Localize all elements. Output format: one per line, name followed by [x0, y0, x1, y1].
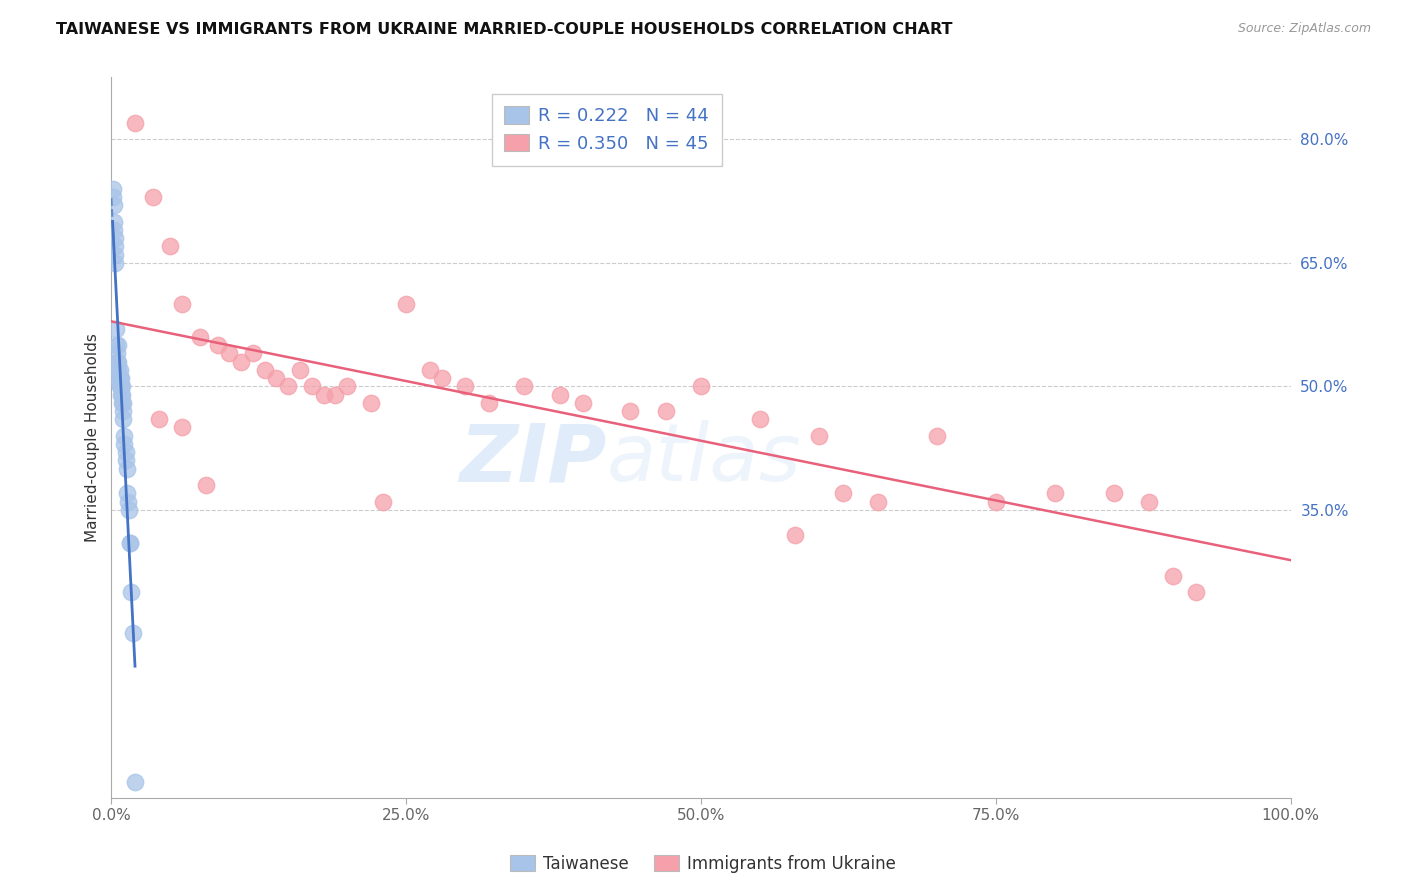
Point [513, 379, 536, 393]
Point [1161, 568, 1184, 582]
Point [114, 445, 136, 459]
Point [103, 214, 125, 228]
Text: ZIP: ZIP [460, 420, 606, 499]
Point [103, 223, 125, 237]
Point [984, 494, 1007, 508]
Point [124, 116, 146, 130]
Point [104, 239, 127, 253]
Point [101, 181, 124, 195]
Point [103, 198, 125, 212]
Point [101, 190, 124, 204]
Point [142, 190, 165, 204]
Point [111, 379, 134, 393]
Point [548, 387, 571, 401]
Point [108, 363, 131, 377]
Point [188, 330, 211, 344]
Point [104, 256, 127, 270]
Point [108, 379, 131, 393]
Point [124, 774, 146, 789]
Point [112, 437, 135, 451]
Point [336, 379, 359, 393]
Point [371, 494, 394, 508]
Point [1185, 585, 1208, 599]
Point [104, 231, 127, 245]
Point [1102, 486, 1125, 500]
Point [121, 626, 143, 640]
Point [115, 461, 138, 475]
Point [690, 379, 713, 393]
Point [229, 354, 252, 368]
Point [159, 239, 181, 253]
Point [120, 535, 142, 549]
Point [807, 428, 830, 442]
Point [118, 503, 141, 517]
Point [172, 297, 194, 311]
Point [312, 387, 335, 401]
Point [207, 338, 229, 352]
Point [120, 535, 142, 549]
Point [430, 371, 453, 385]
Point [360, 396, 382, 410]
Point [108, 371, 131, 385]
Point [288, 363, 311, 377]
Point [749, 412, 772, 426]
Point [1137, 494, 1160, 508]
Point [266, 371, 288, 385]
Point [619, 404, 641, 418]
Point [654, 404, 676, 418]
Text: TAIWANESE VS IMMIGRANTS FROM UKRAINE MARRIED-COUPLE HOUSEHOLDS CORRELATION CHART: TAIWANESE VS IMMIGRANTS FROM UKRAINE MAR… [56, 22, 953, 37]
Y-axis label: Married-couple Households: Married-couple Households [86, 334, 100, 542]
Point [112, 396, 135, 410]
Legend: Taiwanese, Immigrants from Ukraine: Taiwanese, Immigrants from Ukraine [503, 848, 903, 880]
Point [572, 396, 595, 410]
Point [107, 338, 129, 352]
Point [117, 494, 139, 508]
Point [218, 346, 240, 360]
Point [194, 478, 217, 492]
Point [866, 494, 889, 508]
Point [831, 486, 853, 500]
Point [105, 371, 128, 385]
Point [395, 297, 418, 311]
Point [110, 371, 132, 385]
Point [107, 354, 129, 368]
Point [785, 527, 807, 541]
Point [114, 453, 136, 467]
Point [925, 428, 948, 442]
Point [253, 363, 276, 377]
Point [104, 247, 127, 261]
Point [108, 379, 131, 393]
Point [112, 404, 135, 418]
Point [112, 412, 135, 426]
Point [325, 387, 347, 401]
Point [172, 420, 194, 434]
Point [478, 396, 501, 410]
Point [105, 346, 128, 360]
Legend: R = 0.222   N = 44, R = 0.350   N = 45: R = 0.222 N = 44, R = 0.350 N = 45 [492, 94, 721, 166]
Point [112, 428, 135, 442]
Point [107, 363, 129, 377]
Point [110, 379, 132, 393]
Point [301, 379, 323, 393]
Point [111, 396, 134, 410]
Point [105, 354, 128, 368]
Point [120, 585, 142, 599]
Point [105, 363, 128, 377]
Text: atlas: atlas [606, 420, 801, 499]
Point [111, 387, 134, 401]
Point [1043, 486, 1066, 500]
Point [454, 379, 477, 393]
Point [105, 338, 128, 352]
Point [277, 379, 299, 393]
Point [115, 486, 138, 500]
Text: Source: ZipAtlas.com: Source: ZipAtlas.com [1237, 22, 1371, 36]
Point [148, 412, 170, 426]
Point [419, 363, 441, 377]
Point [242, 346, 264, 360]
Point [105, 321, 128, 335]
Point [110, 387, 132, 401]
